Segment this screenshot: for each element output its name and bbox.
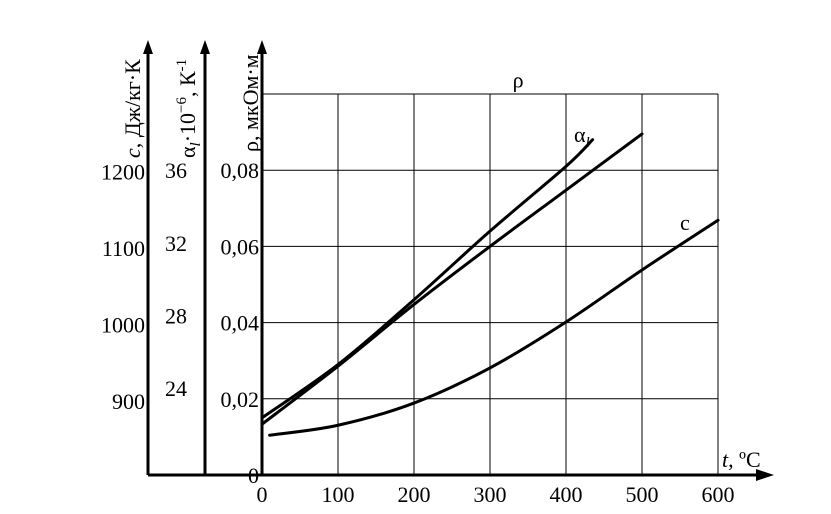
series-label-c: c	[680, 210, 690, 235]
series-label-alpha: αl	[574, 122, 590, 151]
y-axis-arrow-alpha	[200, 40, 210, 54]
y-tick-label-alpha: 28	[165, 303, 187, 328]
x-tick-label: 600	[702, 482, 735, 507]
y-tick-label-c: 1200	[101, 159, 145, 184]
series-line-alpha	[260, 132, 644, 426]
y-tick-label-rho: 0,04	[221, 311, 260, 336]
y-axis-title-rho: ρ, мкОм·м	[238, 54, 263, 152]
series-line-c	[268, 218, 720, 437]
y-axis-arrow-rho	[257, 40, 267, 54]
x-tick-label: 200	[398, 482, 431, 507]
y-tick-label-alpha: 32	[165, 231, 187, 256]
y-tick-label-rho: 0	[248, 463, 259, 488]
x-tick-label: 100	[322, 482, 355, 507]
x-tick-label: 300	[474, 482, 507, 507]
y-axis-arrow-c	[143, 40, 153, 54]
x-tick-label: 0	[257, 482, 268, 507]
y-tick-label-alpha: 24	[165, 376, 187, 401]
y-tick-label-c: 900	[112, 389, 145, 414]
x-axis-arrow	[756, 469, 774, 481]
series-line-rho	[260, 138, 595, 420]
y-tick-label-alpha: 36	[165, 158, 187, 183]
series-label-rho: ρ	[513, 68, 524, 93]
y-tick-label-c: 1100	[102, 236, 145, 261]
y-tick-label-c: 1000	[101, 312, 145, 337]
x-tick-label: 400	[550, 482, 583, 507]
y-axis-title-c: c, Дж/кг·К	[120, 59, 145, 158]
x-tick-label: 500	[626, 482, 659, 507]
y-tick-label-rho: 0,06	[221, 234, 260, 259]
y-axis-title-alpha: αl·10−6, К-1	[174, 59, 204, 158]
y-tick-label-rho: 0,02	[221, 387, 260, 412]
x-axis-title: t, ºC	[722, 447, 761, 472]
y-tick-label-rho: 0,08	[221, 158, 260, 183]
